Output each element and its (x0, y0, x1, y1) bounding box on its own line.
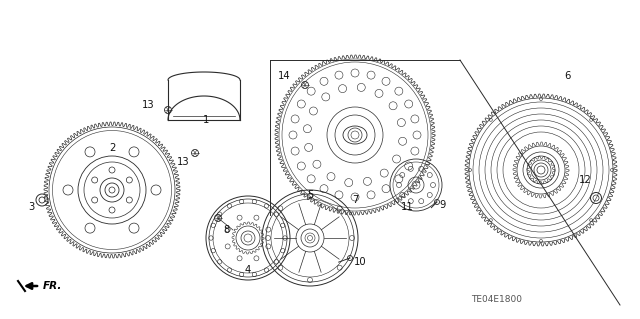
Text: 7: 7 (352, 195, 358, 205)
Text: 13: 13 (177, 157, 189, 167)
Text: TE04E1800: TE04E1800 (472, 295, 522, 305)
Text: 12: 12 (579, 175, 591, 185)
Text: 2: 2 (109, 143, 115, 153)
Text: 4: 4 (245, 265, 251, 275)
Text: 10: 10 (354, 257, 366, 267)
Text: 9: 9 (440, 200, 446, 210)
Text: 13: 13 (141, 100, 154, 110)
Text: 14: 14 (278, 71, 291, 81)
Text: FR.: FR. (43, 281, 62, 291)
Text: 6: 6 (564, 71, 570, 81)
Text: 11: 11 (401, 202, 413, 212)
Text: 1: 1 (203, 115, 209, 125)
Text: 8: 8 (223, 225, 229, 235)
Text: 5: 5 (307, 190, 313, 200)
Text: 3: 3 (28, 202, 34, 212)
